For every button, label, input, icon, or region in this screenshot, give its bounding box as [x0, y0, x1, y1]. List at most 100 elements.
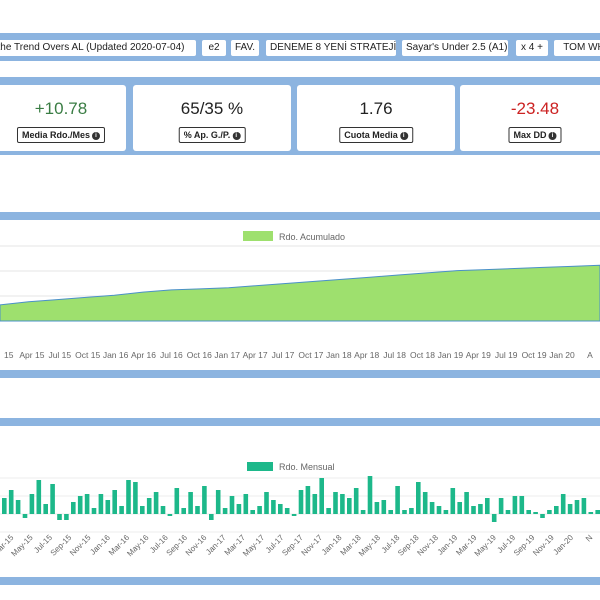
stat-label-button[interactable]: Max DD i	[508, 127, 562, 143]
bar	[505, 510, 511, 514]
x-tick-label: Oct 15	[75, 350, 100, 360]
bar	[533, 512, 538, 514]
tab-fav[interactable]: FAV.	[231, 40, 259, 56]
bar	[554, 506, 559, 514]
bar	[305, 486, 311, 514]
stat-label-button[interactable]: Media Rdo./Mes i	[16, 127, 106, 143]
stat-label-text: Cuota Media	[344, 130, 398, 140]
bar	[367, 476, 373, 514]
bar	[57, 514, 62, 520]
stat-value: 1.76	[359, 99, 393, 118]
bar	[416, 482, 421, 514]
x-tick-label: Apr 18	[354, 350, 379, 360]
x-tick-label: Jul 15	[48, 350, 71, 360]
bar	[264, 492, 269, 514]
section-divider	[0, 370, 600, 378]
bar	[284, 508, 290, 514]
tab-deneme[interactable]: DENEME 8 YENİ STRATEJİ	[266, 40, 396, 56]
bars	[2, 476, 600, 522]
bar	[50, 484, 55, 514]
monthly-chart: Rdo. Mensual Mar-15May-15Jul-15Sep-15Nov…	[0, 462, 600, 559]
bar	[195, 506, 200, 514]
bar	[381, 500, 387, 514]
info-icon: i	[92, 131, 101, 140]
bar	[160, 506, 166, 514]
x-tick-label: May-15	[9, 533, 35, 559]
bar	[29, 494, 35, 514]
info-icon: i	[548, 131, 557, 140]
bar	[485, 498, 490, 514]
x-tick-label: Apr 19	[466, 350, 491, 360]
stat-card-media-rdo: +10.78 Media Rdo./Mes i	[0, 85, 126, 151]
legend-label: Rdo. Acumulado	[279, 232, 345, 242]
x-axis-ticks: 15 Apr 15 Jul 15 Oct 15 Jan 16 Apr 16 Jul 16 Oc…	[4, 350, 593, 360]
bar	[519, 496, 525, 514]
bar	[333, 492, 338, 514]
cumulative-chart: Rdo. Acumulado 15 Apr 15 Jul 15 Oct 15 Jan 1…	[0, 231, 600, 360]
stats-panel: +10.78 Media Rdo./Mes i 65/35 % % Ap. G./…	[0, 77, 600, 155]
x-tick-label: A	[587, 350, 593, 360]
bar	[312, 494, 318, 514]
stat-label-button[interactable]: % Ap. G./P. i	[178, 127, 246, 143]
bar	[360, 510, 366, 514]
bar	[8, 490, 14, 514]
strategy-tab-bar: the Trend Overs AL (Updated 2020-07-04) …	[0, 33, 600, 61]
bar	[140, 506, 145, 514]
x-tick-label: Oct 19	[522, 350, 547, 360]
x-tick-label: Nov-19	[531, 533, 556, 558]
tab-x4[interactable]: x 4 +	[516, 40, 548, 56]
stat-card-max-dd: -23.48 Max DD i	[460, 85, 600, 151]
x-tick-label: Oct 18	[410, 350, 435, 360]
stat-card-ap: 65/35 % % Ap. G./P. i	[133, 85, 291, 151]
bar	[409, 508, 414, 514]
stat-card-cuota: 1.76 Cuota Media i	[297, 85, 455, 151]
tab-trend-overs[interactable]: the Trend Overs AL (Updated 2020-07-04)	[0, 40, 196, 56]
x-tick-label: N	[584, 533, 595, 544]
bar	[77, 496, 83, 514]
x-tick-label: Jul 19	[495, 350, 518, 360]
bar	[112, 490, 117, 514]
bar	[319, 478, 324, 514]
legend-swatch	[247, 462, 273, 471]
bar	[22, 514, 28, 518]
legend-swatch	[243, 231, 273, 241]
bar	[298, 490, 304, 514]
bar	[146, 498, 152, 514]
x-tick-label: Apr 16	[131, 350, 156, 360]
x-tick-label: May-17	[241, 533, 267, 559]
cumulative-area	[0, 264, 600, 322]
bar	[471, 506, 476, 514]
bar	[133, 482, 138, 514]
info-icon: i	[399, 131, 408, 140]
stat-label-text: Max DD	[513, 130, 547, 140]
x-tick-label: May-18	[357, 533, 383, 559]
stat-label-button[interactable]: Cuota Media i	[339, 127, 413, 143]
tab-e2[interactable]: e2	[202, 40, 226, 56]
bar	[450, 488, 456, 514]
stat-value: +10.78	[34, 99, 88, 118]
bar	[209, 514, 214, 520]
bar	[291, 514, 297, 516]
bar	[464, 492, 469, 514]
x-tick-label: May-16	[125, 533, 151, 559]
bar	[374, 502, 380, 514]
bar	[167, 514, 173, 516]
bar	[98, 494, 104, 514]
x-tick-label: Apr 15	[19, 350, 44, 360]
x-tick-label: Jan 18	[326, 350, 352, 360]
x-tick-label: Oct 16	[187, 350, 212, 360]
bar	[215, 490, 221, 514]
bar	[153, 492, 159, 514]
bar	[91, 508, 97, 514]
bar	[126, 480, 131, 514]
stat-value: 65/35 %	[180, 99, 244, 118]
tab-tom-wh[interactable]: TOM WH	[554, 40, 600, 56]
bar	[243, 494, 249, 514]
x-tick-label: Jan 17	[214, 350, 240, 360]
x-tick-label: Jan 20	[549, 350, 575, 360]
tab-sayars-under[interactable]: Sayar's Under 2.5 (A1)	[402, 40, 508, 56]
bar	[119, 506, 124, 514]
section-divider	[0, 418, 600, 426]
bar	[395, 486, 400, 514]
bar	[429, 502, 435, 514]
